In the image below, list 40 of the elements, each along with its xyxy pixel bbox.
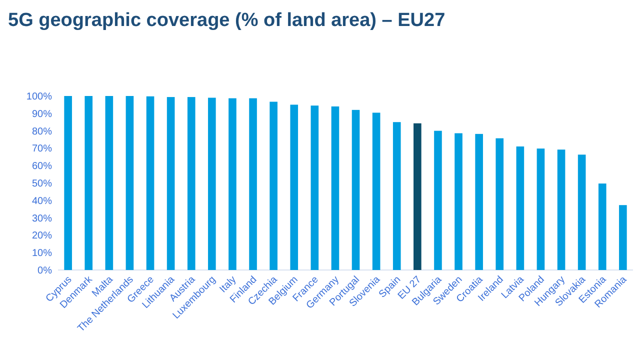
bar: [270, 102, 278, 270]
bar: [352, 110, 360, 270]
y-tick-label: 80%: [32, 126, 52, 138]
y-tick-label: 30%: [32, 213, 52, 224]
y-tick-label: 10%: [32, 248, 52, 260]
bar: [310, 106, 319, 270]
bar: [434, 130, 442, 270]
bar: [187, 97, 196, 270]
bar: [64, 96, 72, 270]
bar: [578, 154, 586, 270]
bar: [146, 96, 154, 270]
chart-title: 5G geographic coverage (% of land area) – EU27: [8, 10, 446, 31]
y-tick-label: 0%: [38, 266, 52, 276]
bar: [166, 97, 175, 270]
bar: [516, 146, 524, 270]
bar: [392, 122, 401, 270]
y-tick-label: 60%: [32, 161, 52, 172]
y-tick-label: 40%: [32, 196, 52, 207]
bar: [84, 96, 93, 270]
bar: [557, 150, 566, 270]
bar: [536, 148, 545, 270]
bar: [454, 133, 462, 270]
bar: [619, 205, 627, 270]
bar: [126, 96, 134, 270]
y-tick-label: 20%: [32, 230, 52, 242]
y-tick-label: 50%: [32, 178, 52, 190]
bar: [372, 112, 380, 270]
y-tick-label: 70%: [32, 144, 52, 155]
bar: [414, 123, 422, 270]
y-tick-label: 90%: [32, 108, 52, 120]
bar: [331, 106, 340, 270]
y-tick-label: 100%: [26, 92, 52, 102]
bar: [598, 184, 606, 270]
bar: [249, 98, 257, 270]
bar: [475, 134, 483, 270]
bar: [208, 98, 216, 270]
bar: [290, 104, 298, 270]
bar: [496, 138, 504, 270]
bar: [105, 96, 114, 270]
bar: [228, 98, 236, 270]
